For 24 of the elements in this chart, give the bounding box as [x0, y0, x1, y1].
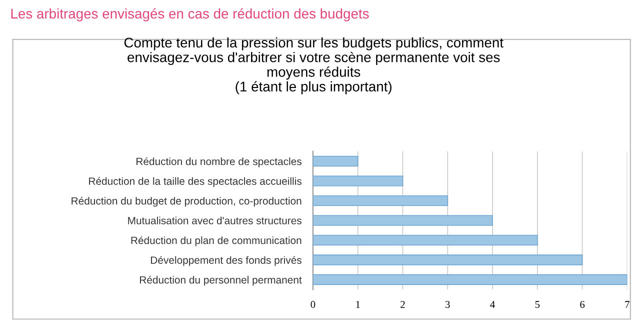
x-tick-label: 5: [535, 301, 540, 308]
x-tick-label: 0: [310, 300, 316, 308]
y-tick-label: Réduction du budget de production, co-production: [72, 196, 302, 207]
bar: [312, 156, 358, 167]
bar: [312, 195, 448, 206]
y-tick-label: Mutualisation avec d'autres structures: [128, 216, 302, 224]
text: Les arbitrages envisagés en cas de réduction des budgets: [11, 8, 369, 22]
y-tick-label: Réduction du nombre de spectacles: [136, 157, 302, 168]
y-tick-label: Développement des fonds privés: [151, 256, 302, 266]
bar: [312, 274, 628, 286]
x-tick-label: 7: [625, 301, 630, 308]
y-tick-label: Réduction du personnel permanent: [140, 276, 302, 286]
x-tick-label: 3: [446, 300, 450, 308]
bar: [312, 234, 538, 246]
x-tick-label: 1: [356, 300, 360, 308]
y-tick-label: Réduction de la taille des spectacles accueillis: [89, 177, 302, 187]
y-tick-label: Réduction du plan de communication: [131, 236, 302, 246]
bar: [312, 176, 404, 186]
bar: [312, 254, 583, 266]
bar: [312, 215, 493, 226]
x-tick-label: 6: [580, 300, 585, 308]
chart-subtitle: Compte tenu de la pression sur les budgets publics, comment envisagez-vous d'arbitrer si votre scène permanente voit ses moyens réduits (1 étant le plus important): [124, 37, 504, 94]
x-tick-label: 4: [490, 301, 495, 308]
x-tick-label: 2: [400, 300, 405, 308]
